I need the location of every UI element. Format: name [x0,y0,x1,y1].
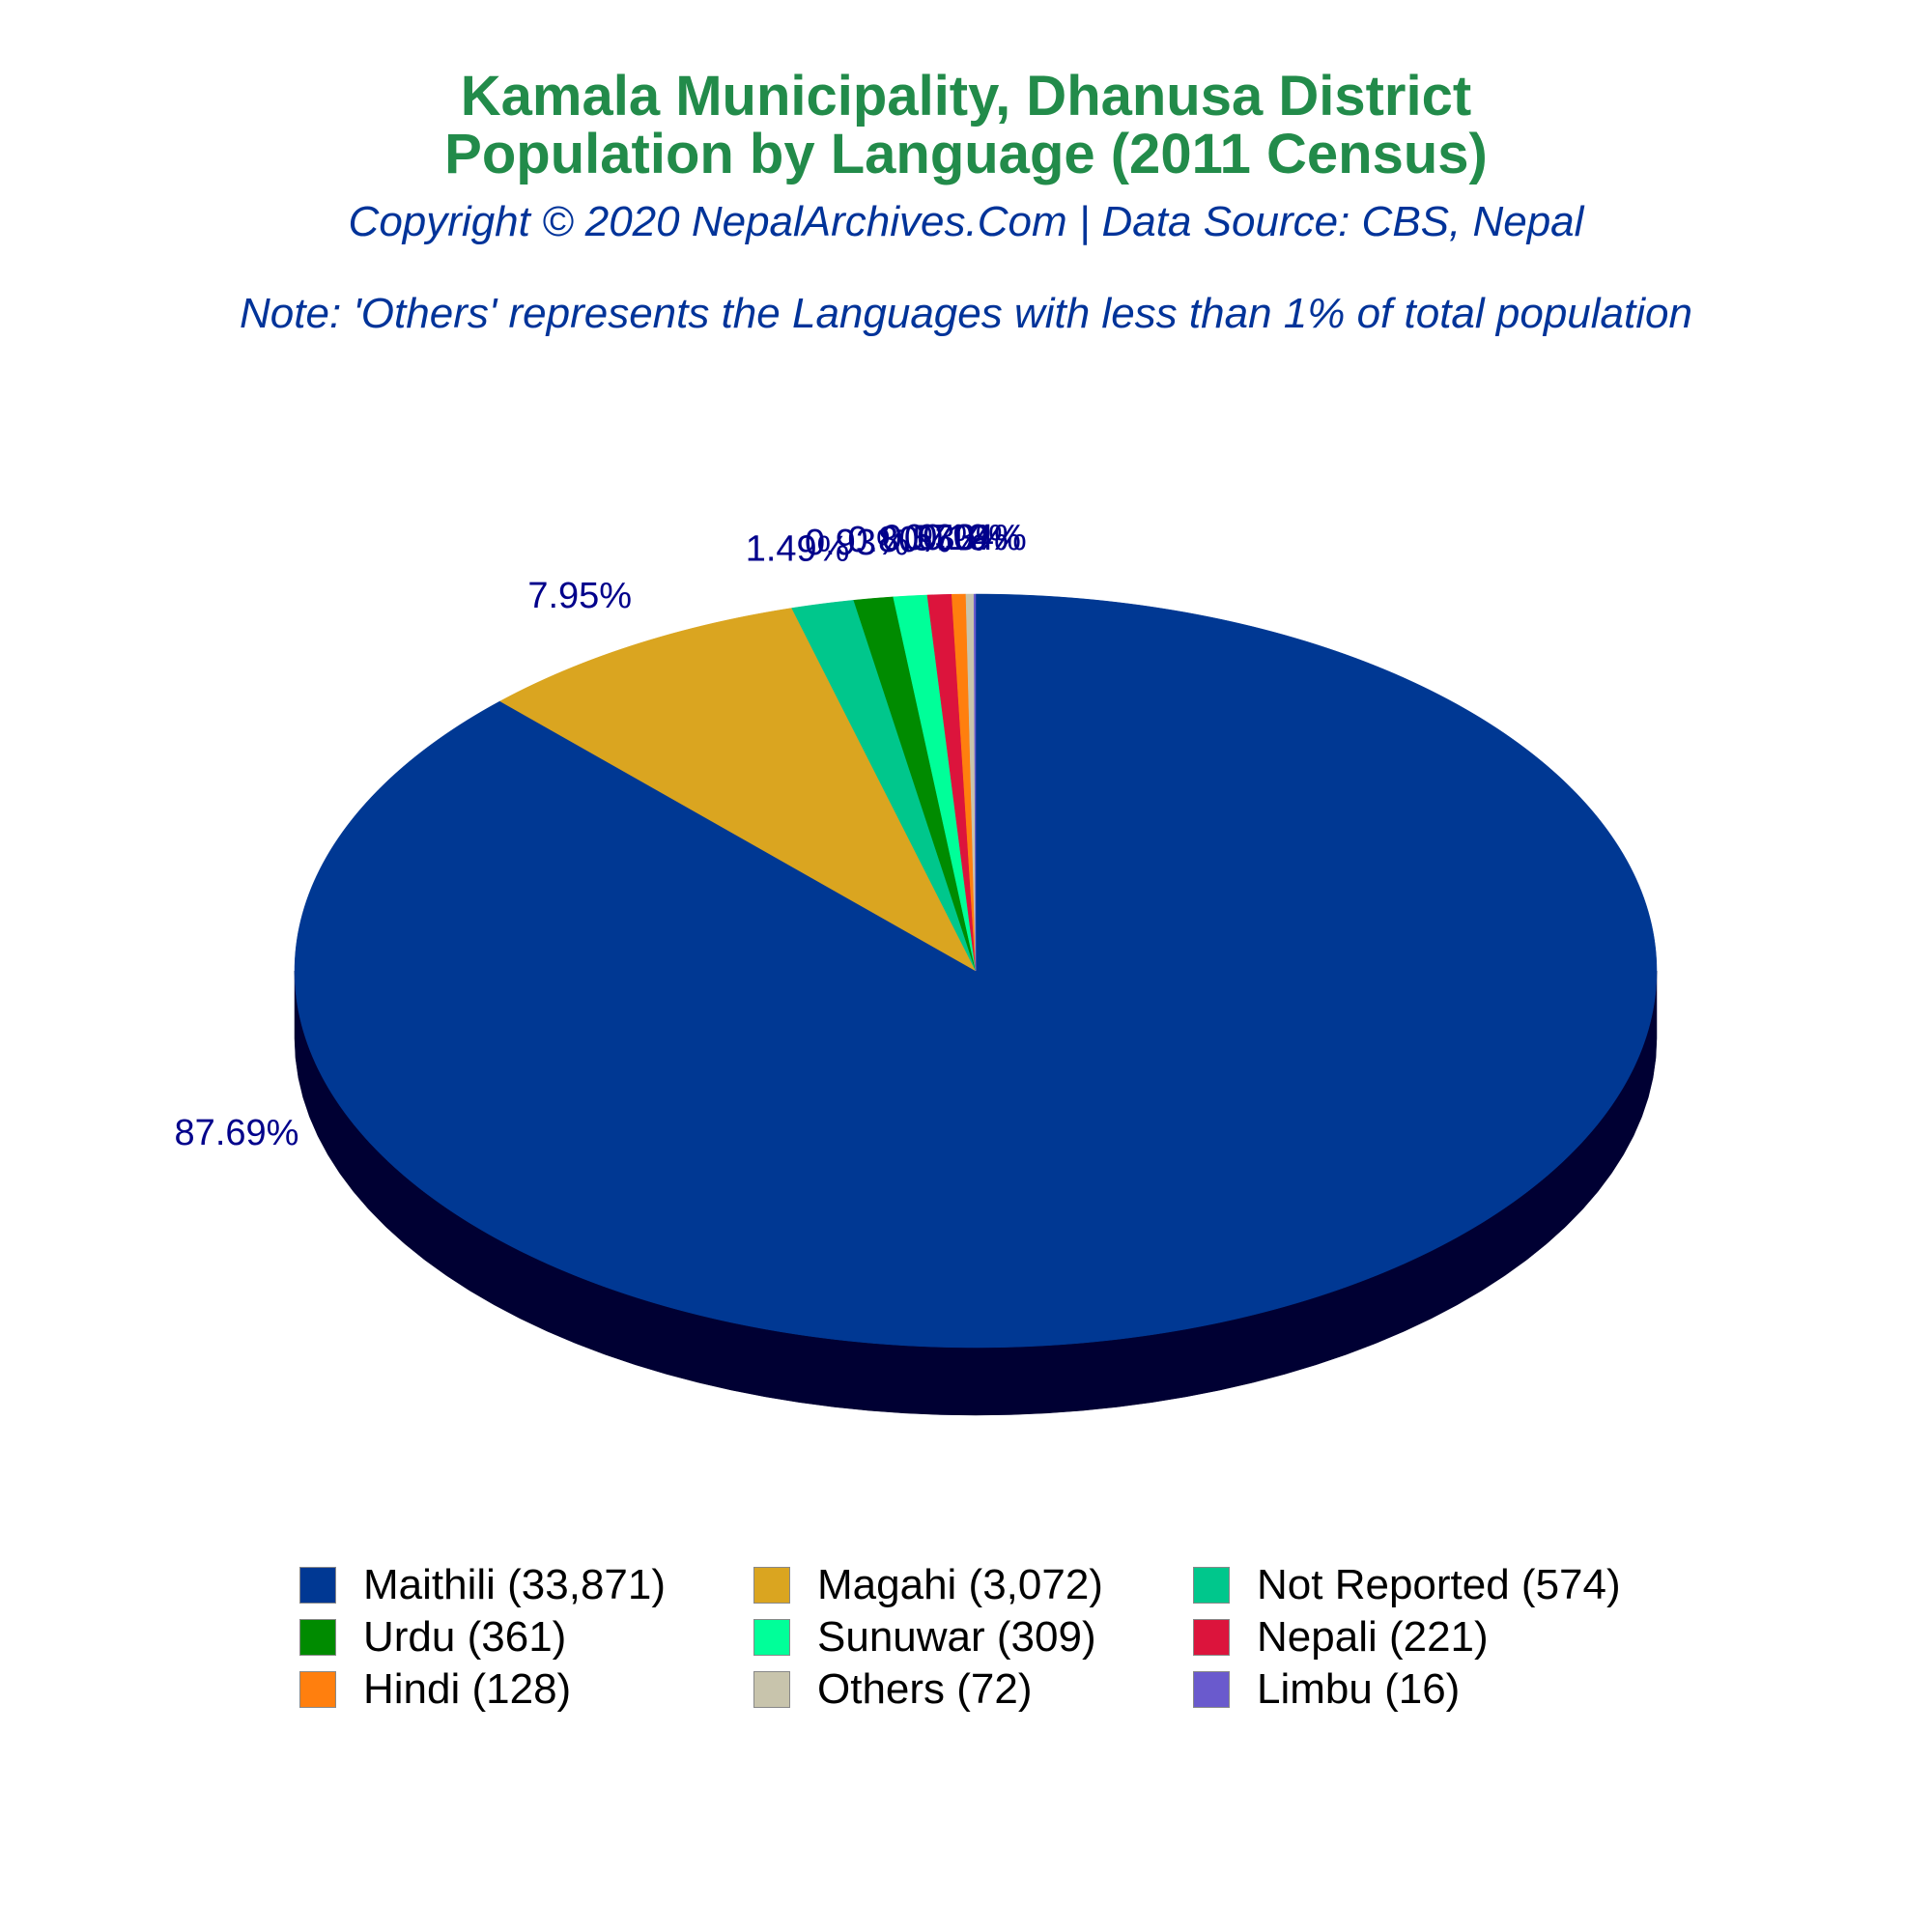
legend-item-nepali: Nepali (221) [1193,1613,1676,1661]
chart-title-line1: Kamala Municipality, Dhanusa District [460,65,1472,128]
pct-label-nepali: 0.57% [882,519,986,559]
legend-label: Hindi (128) [363,1665,572,1713]
legend-item-limbu: Limbu (16) [1193,1665,1676,1713]
legend-label: Urdu (361) [363,1613,567,1661]
legend-item-magahi: Magahi (3,072) [753,1561,1193,1608]
legend-swatch [753,1671,790,1708]
legend-swatch [753,1567,790,1604]
legend-swatch [299,1619,336,1656]
legend-item-sunuwar: Sunuwar (309) [753,1613,1193,1661]
legend-swatch [1193,1567,1230,1604]
pct-label-urdu: 0.93% [805,523,909,563]
legend-label: Nepali (221) [1257,1613,1489,1661]
copyright-text: Copyright © 2020 NepalArchives.Com | Dat… [348,198,1584,245]
legend-label: Magahi (3,072) [817,1561,1103,1608]
pct-label-limbu: 0.04% [923,518,1027,558]
legend-label: Maithili (33,871) [363,1561,667,1608]
pct-label-others: 0.19% [917,518,1021,558]
chart-legend: Maithili (33,871) Magahi (3,072) Not Repor… [299,1561,1748,1713]
legend-item-maithili: Maithili (33,871) [299,1561,753,1608]
legend-swatch [753,1619,790,1656]
legend-swatch [299,1671,336,1708]
legend-item-not-reported: Not Reported (574) [1193,1561,1676,1608]
pie-label-layer: 87.69% 7.95% 1.49%0.93%0.80%0.57%0.33%0.19… [175,518,1027,1153]
legend-swatch [1193,1619,1230,1656]
chart-title-line2: Population by Language (2011 Census) [444,123,1488,185]
legend-item-others: Others (72) [753,1665,1193,1713]
legend-swatch [299,1567,336,1604]
pct-label-maithili: 87.69% [175,1113,299,1153]
legend-swatch [1193,1671,1230,1708]
chart-note: Note: 'Others' represents the Languages … [240,290,1692,337]
legend-label: Sunuwar (309) [817,1613,1096,1661]
legend-item-urdu: Urdu (361) [299,1613,753,1661]
pct-label-sunuwar: 0.80% [847,520,952,560]
pie-top-layer [294,593,1658,1349]
pct-label-magahi: 7.95% [527,576,632,616]
pie-slice-limbu [973,593,977,972]
legend-label: Others (72) [817,1665,1033,1713]
legend-label: Limbu (16) [1257,1665,1461,1713]
legend-label: Not Reported (574) [1257,1561,1621,1608]
pct-label-hindi: 0.33% [904,518,1009,558]
legend-item-hindi: Hindi (128) [299,1665,753,1713]
pie-slice-magahi [499,608,977,972]
pie-slice-not-reported [791,600,977,972]
pct-label-not-reported: 1.49% [746,529,850,570]
